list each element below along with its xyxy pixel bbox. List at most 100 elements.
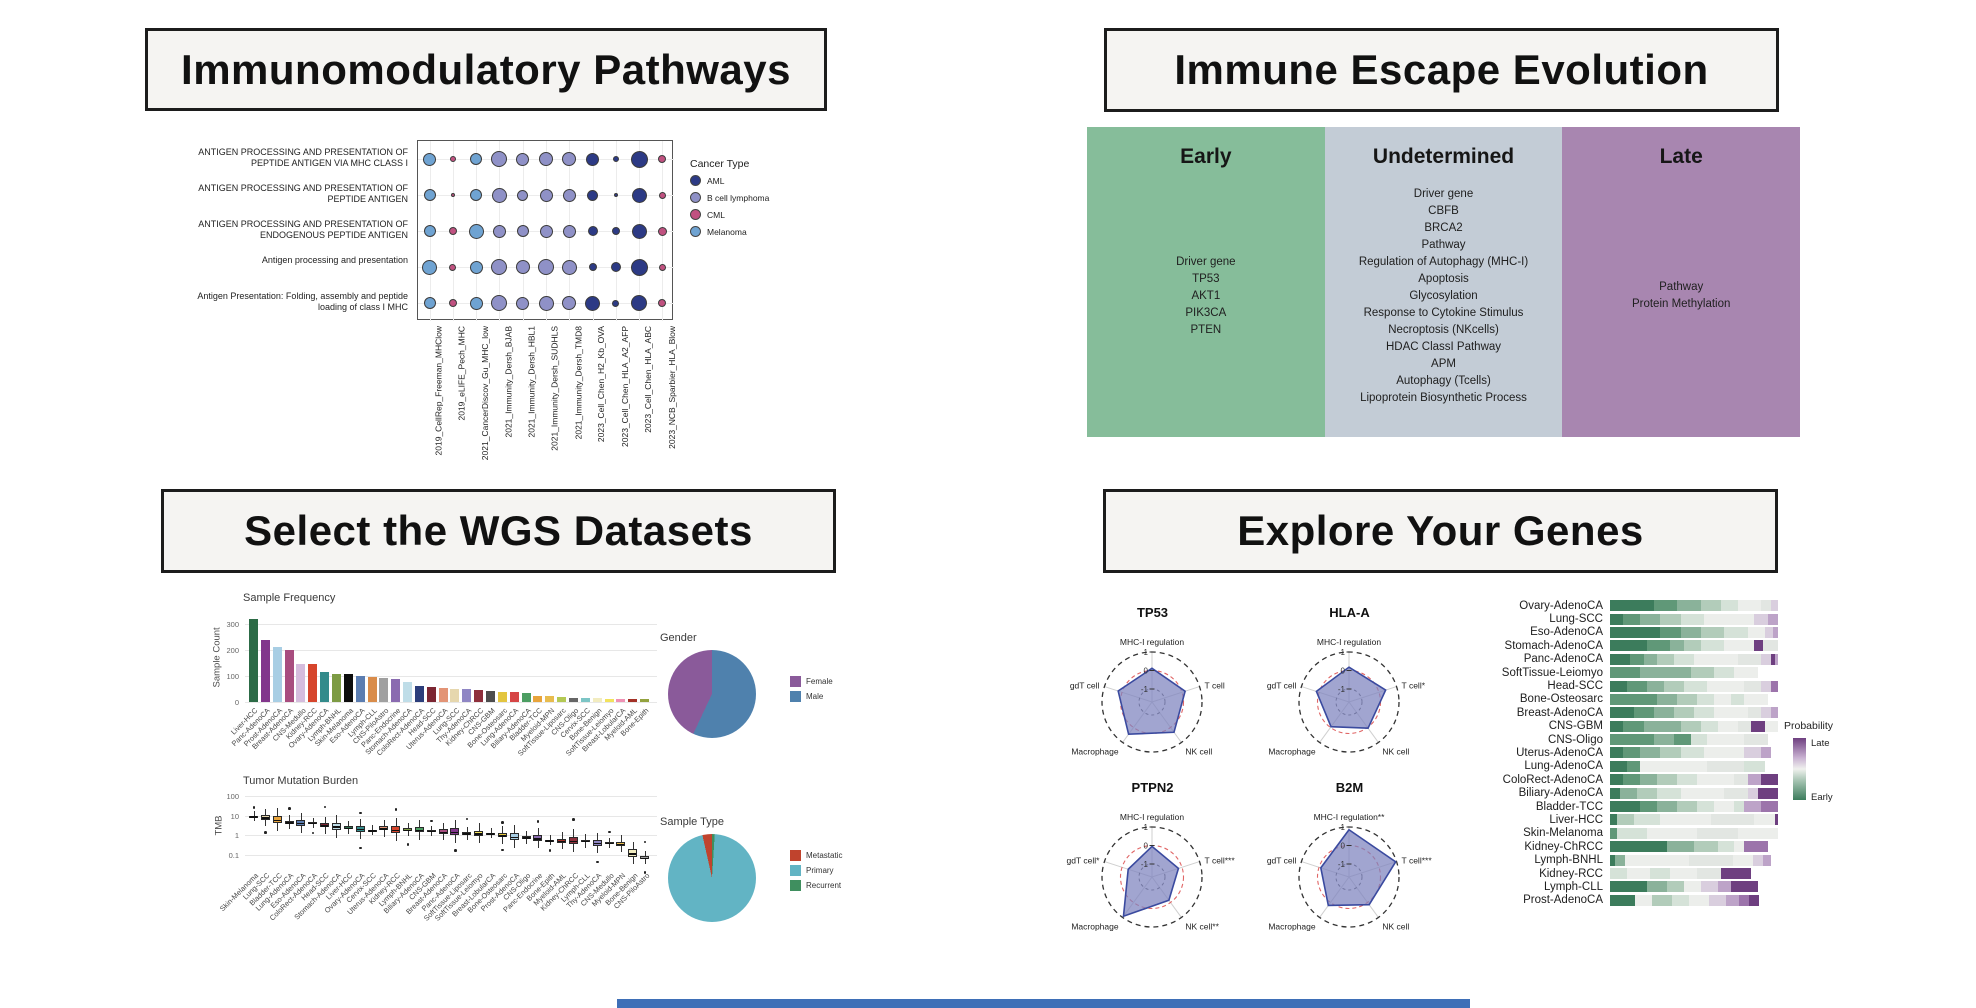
dotplot-dot xyxy=(423,152,437,166)
stacked-segment xyxy=(1623,747,1641,759)
box-median xyxy=(427,830,435,833)
dotplot-dot xyxy=(613,193,618,197)
box-median xyxy=(309,822,317,825)
stacked-segment xyxy=(1720,868,1752,879)
panel-explore-your-genes-button[interactable]: Explore Your Genes xyxy=(1103,489,1778,573)
dotplot-dot xyxy=(449,263,457,271)
svg-text:T cell: T cell xyxy=(1205,681,1225,691)
box-median xyxy=(534,838,542,840)
stacked-segment xyxy=(1640,801,1658,813)
stacked-row-label: Stomach-AdenoCA xyxy=(1504,639,1603,652)
dotplot-dot xyxy=(658,263,666,271)
stacked-segment xyxy=(1744,760,1765,772)
box xyxy=(355,825,365,832)
stacked-segment xyxy=(1690,667,1715,679)
immunomodulatory-dotplot-preview[interactable]: ANTIGEN PROCESSING AND PRESENTATION OF P… xyxy=(170,118,820,490)
sample-frequency-bar-chart[interactable]: Sample Frequency Sample Count 0 100 200 300 Li… xyxy=(205,592,675,777)
bar xyxy=(414,685,424,702)
box-median xyxy=(498,834,506,837)
dotplot-dot xyxy=(587,226,598,236)
stacked-segment xyxy=(1643,653,1658,665)
stacked-segment xyxy=(1757,787,1778,799)
panel-select-wgs-datasets-button[interactable]: Select the WGS Datasets xyxy=(161,489,836,573)
stacked-row-bar xyxy=(1610,814,1778,826)
stacked-segment xyxy=(1734,841,1745,853)
stacked-segment xyxy=(1714,667,1735,679)
sample-type-pie-chart[interactable]: Sample Type Metastatic Primary Recurrent xyxy=(640,812,970,947)
bar xyxy=(367,677,377,702)
stacked-segment xyxy=(1680,720,1701,732)
panel-immune-escape-evolution-button[interactable]: Immune Escape Evolution xyxy=(1104,28,1779,112)
probability-stacked-bars[interactable]: Ovary-AdenoCA Lung-SCC Eso-AdenoCA Stomach-… xyxy=(1462,599,1782,919)
svg-text:0: 0 xyxy=(1144,842,1149,851)
svg-text:1: 1 xyxy=(1144,823,1149,832)
bar xyxy=(249,619,258,702)
outlier-dot xyxy=(501,848,504,852)
bar xyxy=(545,695,555,702)
box xyxy=(545,839,555,842)
stacked-segment xyxy=(1700,640,1725,652)
stacked-row: Eso-AdenoCA xyxy=(1462,626,1782,639)
legend-swatch xyxy=(690,209,701,220)
stacked-row-label: SoftTissue-Leiomyo xyxy=(1501,666,1603,679)
radar-hla-a[interactable]: HLA-A 1 0 -1 MHC-I regulation T cell* NK cell M… xyxy=(1252,605,1447,777)
stacked-segment xyxy=(1761,653,1772,665)
stacked-row-label: Bone-Osteosarc xyxy=(1519,693,1603,706)
radar-b2m[interactable]: B2M 1 0 -1 MHC-I regulation** T cell*** NK cel… xyxy=(1252,780,1447,952)
outlier-dot xyxy=(430,819,433,823)
stacked-segment xyxy=(1610,653,1631,665)
stacked-segment xyxy=(1771,653,1775,665)
immune-escape-columns-preview[interactable]: Early Driver gene TP53 AKT1 PIK3CA PTEN Undete… xyxy=(1087,127,1801,437)
bar xyxy=(640,699,650,702)
escape-column-late[interactable]: Late Pathway Protein Methylation xyxy=(1562,127,1801,437)
escape-line: Glycosylation xyxy=(1409,289,1478,302)
panel-immunomodulatory-pathways-button[interactable]: Immunomodulatory Pathways xyxy=(145,28,827,111)
svg-text:1: 1 xyxy=(1144,648,1149,657)
stacked-segment xyxy=(1657,801,1678,813)
gender-pie-circle xyxy=(668,650,756,738)
radar-tp53[interactable]: TP53 1 0 -1 MHC-I regulation T cell NK cell Mac… xyxy=(1055,605,1250,777)
legend-title: Cancer Type xyxy=(690,158,750,170)
legend-item: Female xyxy=(790,676,833,687)
stacked-row-bar xyxy=(1610,613,1778,625)
stacked-row-bar xyxy=(1610,707,1778,719)
stacked-row-bar xyxy=(1610,868,1778,879)
stacked-segment xyxy=(1667,667,1691,679)
panel-title-immunomodulatory: Immunomodulatory Pathways xyxy=(181,45,791,93)
dotplot-col-label: 2023_NCB_Sparbier_HLA_Blow xyxy=(666,326,677,449)
dotplot-dot xyxy=(658,155,667,163)
stacked-segment xyxy=(1683,680,1708,692)
stacked-segment xyxy=(1747,707,1762,719)
dotplot-dot xyxy=(516,225,529,237)
stacked-segment xyxy=(1744,841,1768,853)
gender-pie-chart[interactable]: Gender Female Male xyxy=(640,628,970,763)
svg-text:NK cell: NK cell xyxy=(1382,746,1409,756)
stacked-row-label: Panc-AdenoCA xyxy=(1523,653,1603,666)
stacked-segment xyxy=(1744,734,1768,746)
stacked-segment xyxy=(1610,600,1654,612)
stacked-segment xyxy=(1663,720,1681,732)
box xyxy=(403,828,413,832)
stacked-row-label: Skin-Melanoma xyxy=(1523,827,1603,840)
stacked-segment xyxy=(1610,894,1636,906)
stacked-segment xyxy=(1640,747,1661,759)
stacked-segment xyxy=(1724,640,1755,652)
escape-line: Protein Methylation xyxy=(1631,298,1731,310)
escape-column-early[interactable]: Early Driver gene TP53 AKT1 PIK3CA PTEN xyxy=(1087,127,1325,437)
box-median xyxy=(321,825,329,827)
radar-ptpn2[interactable]: PTPN2 1 0 -1 MHC-I regulation T cell*** NK cel… xyxy=(1055,780,1250,952)
dotplot-dot xyxy=(561,259,577,275)
stacked-segment xyxy=(1690,734,1708,746)
legend-swatch xyxy=(790,880,801,891)
svg-text:T cell*: T cell* xyxy=(1402,681,1426,691)
dotplot-dot xyxy=(538,259,554,275)
box xyxy=(343,826,353,830)
y-tick: 10 xyxy=(230,811,239,821)
stacked-segment xyxy=(1677,693,1698,705)
stacked-segment xyxy=(1762,640,1778,652)
escape-column-undetermined[interactable]: Undetermined Driver gene CBFB BRCA2 Pathway R… xyxy=(1324,127,1563,437)
legend-label: Male xyxy=(806,692,824,701)
tumor-mutation-burden-boxplot[interactable]: Tumor Mutation Burden TMB 100 10 1 0.1 Skin-Me… xyxy=(205,775,675,975)
dotplot-dot xyxy=(588,263,597,271)
stacked-segment xyxy=(1693,841,1718,853)
